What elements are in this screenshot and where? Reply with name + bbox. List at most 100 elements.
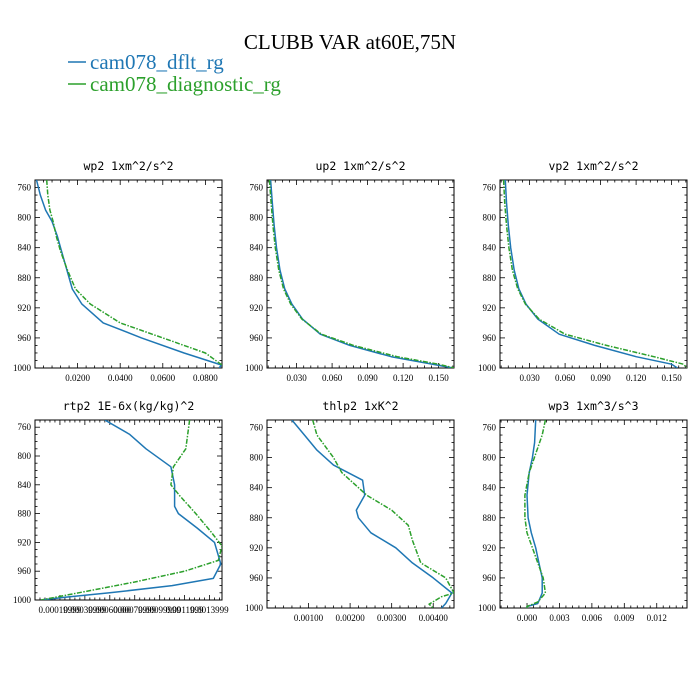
series-line-cam078_dflt_rg <box>41 420 222 600</box>
x-tick-label: 0.060 <box>322 373 343 383</box>
y-tick-label: 760 <box>18 422 32 432</box>
y-tick-label: 800 <box>483 213 497 223</box>
y-tick-label: 920 <box>483 543 497 553</box>
x-tick-label: 0.030 <box>286 373 307 383</box>
y-tick-label: 1000 <box>478 603 497 613</box>
x-tick-label: 0.150 <box>428 373 449 383</box>
x-tick-label: 0.120 <box>626 373 647 383</box>
figure-title: CLUBB VAR at60E,75N <box>244 30 456 54</box>
y-tick-label: 880 <box>483 273 497 283</box>
series-line-cam078_dflt_rg <box>269 180 453 368</box>
panel-title: wp2 1xm^2/s^2 <box>83 159 173 173</box>
panel-title: vp2 1xm^2/s^2 <box>548 159 638 173</box>
series-line-cam078_diagnostic_rg <box>268 180 454 368</box>
x-tick-label: 0.0200 <box>65 373 90 383</box>
y-tick-label: 920 <box>250 303 264 313</box>
x-tick-label: 0.009 <box>614 613 635 623</box>
y-tick-label: 960 <box>250 573 264 583</box>
y-tick-label: 840 <box>483 243 497 253</box>
x-tick-label: 0.0013999 <box>190 605 229 615</box>
y-tick-label: 880 <box>250 273 264 283</box>
y-tick-label: 800 <box>483 453 497 463</box>
x-tick-label: 0.030 <box>519 373 540 383</box>
x-tick-label: 0.00300 <box>377 613 407 623</box>
plot-frame <box>34 179 223 369</box>
y-tick-label: 960 <box>483 333 497 343</box>
y-tick-label: 840 <box>483 483 497 493</box>
x-tick-label: 0.060 <box>555 373 576 383</box>
panel-4: rtp2 1E-6x(kg/kg)^2 760 800 840 880 920 960 100… <box>13 399 229 615</box>
y-tick-label: 960 <box>483 573 497 583</box>
y-tick-label: 920 <box>18 303 32 313</box>
plot-frame <box>34 419 223 601</box>
series-line-cam078_dflt_rg <box>291 420 453 608</box>
x-tick-label: 0.090 <box>590 373 611 383</box>
y-tick-label: 960 <box>250 333 264 343</box>
y-tick-label: 840 <box>250 483 264 493</box>
series-line-cam078_dflt_rg <box>504 180 678 368</box>
y-tick-label: 920 <box>483 303 497 313</box>
x-tick-label: 0.00200 <box>335 613 365 623</box>
y-tick-label: 1000 <box>13 595 32 605</box>
y-tick-label: 840 <box>18 480 32 490</box>
y-tick-label: 800 <box>18 451 32 461</box>
y-tick-label: 760 <box>483 183 497 193</box>
x-tick-label: 0.00079999 <box>113 605 156 615</box>
series-line-cam078_dflt_rg <box>526 420 543 608</box>
y-tick-label: 760 <box>250 423 264 433</box>
panel-6: wp3 1xm^3/s^3 760 800 840 880 920 960 1000 0.000… <box>478 399 688 623</box>
y-tick-label: 1000 <box>245 363 264 373</box>
y-tick-label: 1000 <box>478 363 497 373</box>
x-tick-label: 0.00039999 <box>63 605 106 615</box>
plot-frame <box>499 419 688 609</box>
series-line-cam078_diagnostic_rg <box>45 180 222 366</box>
y-tick-label: 840 <box>18 243 32 253</box>
y-tick-label: 960 <box>18 566 32 576</box>
y-tick-label: 800 <box>18 213 32 223</box>
x-tick-label: 0.00100 <box>294 613 324 623</box>
y-tick-label: 960 <box>18 333 32 343</box>
x-tick-label: 0.0011999 <box>166 605 204 615</box>
panel-5: thlp2 1xK^2 760 800 840 880 920 960 1000 0.00100… <box>245 399 455 623</box>
panel-title: up2 1xm^2/s^2 <box>315 159 405 173</box>
y-tick-label: 1000 <box>13 363 32 373</box>
y-tick-label: 800 <box>250 213 264 223</box>
x-tick-label: 0.120 <box>393 373 414 383</box>
y-tick-label: 880 <box>250 513 264 523</box>
panel-title: wp3 1xm^3/s^3 <box>548 399 638 413</box>
series-line-cam078_diagnostic_rg <box>311 420 454 608</box>
y-tick-label: 760 <box>18 183 32 193</box>
x-tick-label: 0.00400 <box>419 613 449 623</box>
y-tick-label: 920 <box>18 537 32 547</box>
panel-2: up2 1xm^2/s^2 760 800 840 880 920 960 1000 0.030… <box>245 159 455 383</box>
plot-frame <box>266 179 455 369</box>
x-tick-label: 0.003 <box>549 613 570 623</box>
series-line-cam078_diagnostic_rg <box>502 180 687 368</box>
x-tick-label: 0.000 <box>517 613 538 623</box>
series-line-cam078_dflt_rg <box>35 180 222 368</box>
panel-1: wp2 1xm^2/s^2 760 800 840 880 920 960 1000 0.020… <box>13 159 223 383</box>
y-tick-label: 880 <box>483 513 497 523</box>
plot-frame <box>266 419 455 609</box>
legend-label-dflt: cam078_dflt_rg <box>90 50 224 74</box>
series-line-cam078_diagnostic_rg <box>524 420 547 608</box>
y-tick-label: 920 <box>250 543 264 553</box>
panel-title: rtp2 1E-6x(kg/kg)^2 <box>63 399 195 413</box>
legend: cam078_dflt_rg cam078_diagnostic_rg <box>68 50 281 96</box>
series-line-cam078_diagnostic_rg <box>41 420 222 600</box>
x-tick-label: 0.00060000 <box>88 605 131 615</box>
legend-label-diagnostic: cam078_diagnostic_rg <box>90 72 281 96</box>
x-tick-label: 0.0400 <box>108 373 133 383</box>
y-tick-label: 880 <box>18 509 32 519</box>
plot-frame <box>499 179 688 369</box>
y-tick-label: 840 <box>250 243 264 253</box>
x-tick-label: 0.0600 <box>150 373 175 383</box>
x-tick-label: 0.006 <box>582 613 603 623</box>
x-tick-label: 0.012 <box>647 613 667 623</box>
x-tick-label: 0.00099999 <box>138 605 181 615</box>
x-tick-label: 0.00019999 <box>39 605 82 615</box>
panels: wp2 1xm^2/s^2 760 800 840 880 920 960 1000 0.020… <box>13 159 688 623</box>
panel-3: vp2 1xm^2/s^2 760 800 840 880 920 960 1000 0.030… <box>478 159 688 383</box>
x-tick-label: 0.0800 <box>193 373 218 383</box>
